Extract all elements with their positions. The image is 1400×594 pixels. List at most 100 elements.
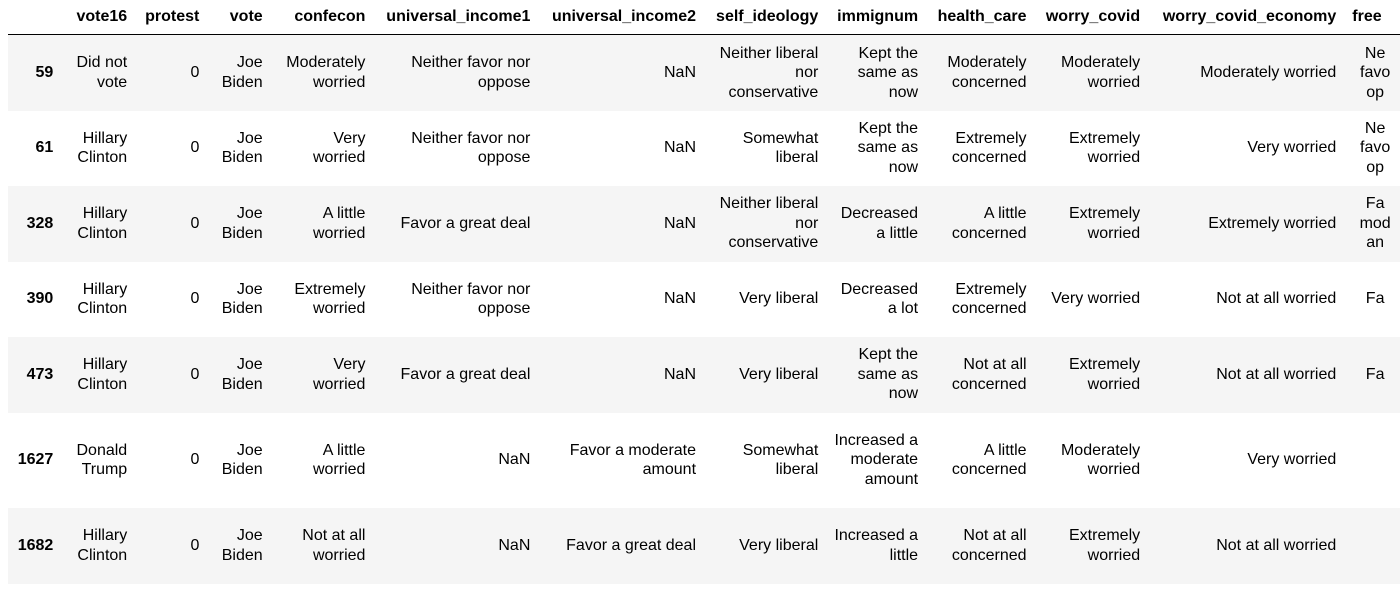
table-cell: Very worried	[312, 129, 366, 167]
column-header-self-ideology: self_ideology	[704, 0, 827, 35]
table-cell: A little worried	[312, 205, 366, 242]
table-cell: Moderately worried	[1060, 441, 1141, 479]
table-cell: Fa	[1365, 365, 1385, 383]
table-cell: Extremely worried	[294, 280, 366, 318]
table-cell: Very liberal	[739, 365, 819, 383]
table-cell: Favor a great deal	[400, 214, 531, 232]
table-cell: Hillary Clinton	[77, 205, 128, 242]
table-cell: Favor a moderate amount	[569, 441, 697, 479]
table-cell: NaN	[664, 214, 697, 232]
table-cell: Joe Biden	[221, 280, 263, 318]
table-cell: Hillary Clinton	[77, 129, 128, 167]
table-cell: Extremely concerned	[951, 129, 1027, 167]
table-cell	[1344, 413, 1400, 508]
column-header-health-care: health_care	[926, 0, 1035, 35]
table-cell: Neither favor nor oppose	[411, 54, 531, 91]
table-cell: 0	[190, 451, 200, 469]
table-cell: Very worried	[312, 356, 366, 393]
table-cell: Joe Biden	[221, 54, 263, 91]
table-cell: Joe Biden	[221, 129, 263, 167]
table-cell: NaN	[664, 139, 697, 157]
table-cell: Hillary Clinton	[77, 280, 128, 318]
table-cell: Very liberal	[739, 290, 819, 308]
table-cell: Favor a great deal	[566, 536, 697, 554]
column-header-confecon: confecon	[270, 0, 374, 35]
column-header-immignum: immignum	[826, 0, 927, 35]
table-cell: Somewhat liberal	[742, 129, 819, 167]
column-header-worry-covid-economy: worry_covid_economy	[1148, 0, 1345, 35]
table-cell: Very worried	[1247, 139, 1337, 157]
column-header-universal-income2: universal_income2	[538, 0, 705, 35]
table-cell: Ne favo op	[1360, 44, 1391, 101]
table-cell	[1344, 508, 1400, 584]
table-cell: NaN	[664, 365, 697, 383]
table-cell: Fa mod an	[1359, 195, 1391, 252]
table-cell: Decreased a little	[840, 205, 919, 242]
table-cell: A little worried	[312, 441, 366, 479]
table-cell: Not at all concerned	[951, 527, 1027, 564]
table-cell: Extremely concerned	[951, 280, 1027, 318]
table-row: 61 Hillary Clinton 0 Joe Biden Very worried N…	[8, 110, 1400, 186]
table-cell: Not at all worried	[302, 527, 366, 564]
table-cell: Hillary Clinton	[77, 527, 128, 564]
table-cell: 0	[190, 290, 200, 308]
table-cell: Extremely worried	[1069, 129, 1141, 167]
table-row: 1627 Donald Trump 0 Joe Biden A little worri…	[8, 412, 1400, 508]
table-cell: Neither liberal nor conservative	[719, 195, 819, 252]
row-index: 390	[26, 290, 54, 308]
table-cell: Increased a little	[834, 527, 919, 564]
table-cell: NaN	[498, 451, 531, 469]
table-row: 1682 Hillary Clinton 0 Joe Biden Not at all …	[8, 507, 1400, 584]
row-index: 473	[26, 365, 54, 383]
table-cell: NaN	[664, 64, 697, 81]
row-index: 1627	[17, 451, 54, 469]
table-cell: A little concerned	[951, 205, 1027, 242]
table-cell: Moderately worried	[1060, 54, 1141, 91]
row-index: 1682	[17, 536, 54, 554]
table-row: 59 Did not vote 0 Joe Biden Moderately worri…	[8, 34, 1400, 111]
table-cell: Neither liberal nor conservative	[719, 44, 819, 101]
table-cell: Kept the same as now	[857, 119, 919, 176]
header-row: vote16 protest vote confecon universal_i…	[8, 0, 1400, 35]
table-cell: A little concerned	[951, 441, 1027, 479]
table-cell: 0	[190, 139, 200, 157]
table-cell: Did not vote	[76, 54, 128, 91]
table-cell: Fa	[1365, 290, 1385, 308]
table-cell: Moderately concerned	[947, 54, 1027, 91]
column-header-worry-covid: worry_covid	[1034, 0, 1149, 35]
column-header-free: free	[1344, 0, 1400, 35]
table-cell: Extremely worried	[1069, 356, 1141, 393]
table-cell: Increased a moderate amount	[834, 431, 919, 488]
row-index: 328	[26, 214, 54, 232]
table-cell: Not at all worried	[1216, 365, 1337, 383]
table-cell: 0	[190, 214, 200, 232]
table-cell: Extremely worried	[1069, 527, 1141, 564]
table-cell: Hillary Clinton	[77, 356, 128, 393]
table-cell: Joe Biden	[221, 527, 263, 564]
table-row: 328 Hillary Clinton 0 Joe Biden A little wor…	[8, 185, 1400, 262]
table-cell: Not at all worried	[1216, 536, 1337, 554]
column-header-protest: protest	[135, 0, 208, 35]
column-header-vote16: vote16	[61, 0, 136, 35]
column-header-vote: vote	[207, 0, 271, 35]
dataframe-table: vote16 protest vote confecon universal_i…	[8, 0, 1400, 584]
table-cell: Neither favor nor oppose	[411, 280, 531, 318]
table-cell: 0	[190, 64, 200, 81]
row-index: 59	[35, 64, 54, 81]
table-cell: Ne favo op	[1360, 119, 1391, 176]
table-cell: Very liberal	[739, 536, 819, 554]
column-header-index	[8, 0, 62, 35]
table-cell: Neither favor nor oppose	[411, 129, 531, 167]
table-row: 390 Hillary Clinton 0 Joe Biden Extremely wo…	[8, 261, 1400, 337]
row-index: 61	[35, 139, 54, 157]
table-cell: Extremely worried	[1069, 205, 1141, 242]
table-cell: Very worried	[1051, 290, 1141, 308]
table-cell: NaN	[664, 290, 697, 308]
table-cell: Decreased a lot	[840, 280, 919, 318]
table-cell: Joe Biden	[221, 441, 263, 479]
table-cell: Donald Trump	[76, 441, 128, 479]
table-cell: Not at all concerned	[951, 356, 1027, 393]
column-header-universal-income1: universal_income1	[373, 0, 539, 35]
table-cell: Kept the same as now	[857, 346, 919, 403]
table-cell: Joe Biden	[221, 205, 263, 242]
